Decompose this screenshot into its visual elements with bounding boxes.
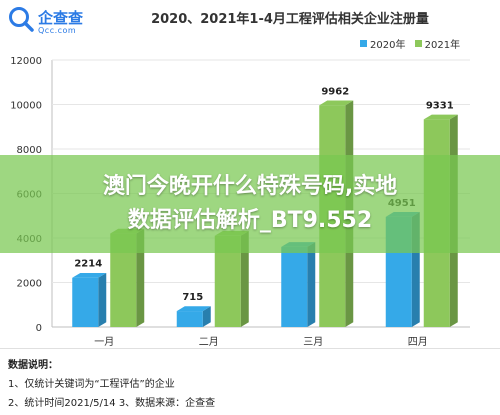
bar-top bbox=[176, 306, 211, 312]
x-tick-label: 三月 bbox=[303, 336, 323, 348]
data-notes: 数据说明： 1、仅统计关键词为“工程评估”的企业 2、统计时间2021/5/14… bbox=[8, 356, 215, 413]
magnifier-logo-icon bbox=[9, 7, 34, 32]
banner-line-2: 数据评估解析_BT9.552 bbox=[127, 208, 373, 233]
y-tick-label: 10000 bbox=[10, 101, 42, 112]
data-label: 9962 bbox=[321, 86, 349, 97]
divider bbox=[0, 348, 500, 349]
brand-logo: 企查查 Qcc.com bbox=[8, 6, 88, 40]
x-tick-label: 四月 bbox=[408, 336, 428, 348]
y-tick-label: 12000 bbox=[10, 56, 42, 67]
brand-url: Qcc.com bbox=[38, 26, 77, 35]
bar-side bbox=[240, 230, 249, 327]
notes-heading: 数据说明： bbox=[8, 360, 58, 371]
brand-name: 企查查 bbox=[38, 9, 84, 27]
x-tick-label: 二月 bbox=[199, 336, 219, 348]
bar-top bbox=[72, 272, 107, 278]
notes-line-1: 1、仅统计关键词为“工程评估”的企业 bbox=[8, 379, 175, 390]
bar-side bbox=[98, 272, 107, 327]
legend-swatch-2021 bbox=[414, 40, 422, 47]
bar-top bbox=[423, 114, 458, 120]
bar bbox=[176, 311, 203, 327]
legend-label-2020: 2020年 bbox=[370, 40, 406, 51]
x-tick-label: 一月 bbox=[94, 336, 114, 348]
legend-swatch-2020 bbox=[360, 40, 367, 47]
y-tick-label: 0 bbox=[36, 323, 42, 334]
data-label: 2214 bbox=[74, 259, 102, 270]
data-label: 9331 bbox=[426, 100, 454, 111]
data-label: 715 bbox=[182, 292, 203, 303]
chart-title: 2020、2021年1-4月工程评估相关企业注册量 bbox=[151, 12, 429, 27]
bar-top bbox=[319, 100, 354, 106]
legend-item-2021: 2021年 bbox=[414, 36, 461, 51]
overlay-banner bbox=[0, 155, 500, 253]
banner-line-1: 澳门今晚开什么特殊号码,实地 bbox=[102, 174, 398, 199]
y-tick-label: 2000 bbox=[17, 279, 42, 290]
legend-label-2021: 2021年 bbox=[424, 40, 461, 51]
notes-line-2: 2、统计时间2021/5/14 3、数据来源：企查查 bbox=[8, 398, 216, 409]
y-tick-label: 8000 bbox=[17, 145, 42, 156]
legend-item-2020: 2020年 bbox=[360, 36, 405, 51]
overlay-banner-text: 澳门今晚开什么特殊号码,实地 数据评估解析_BT9.552 bbox=[0, 170, 500, 238]
bar-side bbox=[307, 242, 316, 327]
bar-side bbox=[202, 306, 211, 327]
bar bbox=[281, 246, 308, 327]
bar-side bbox=[136, 228, 145, 327]
chart-legend: 2020年 2021年 bbox=[360, 36, 466, 51]
bar bbox=[72, 277, 99, 327]
